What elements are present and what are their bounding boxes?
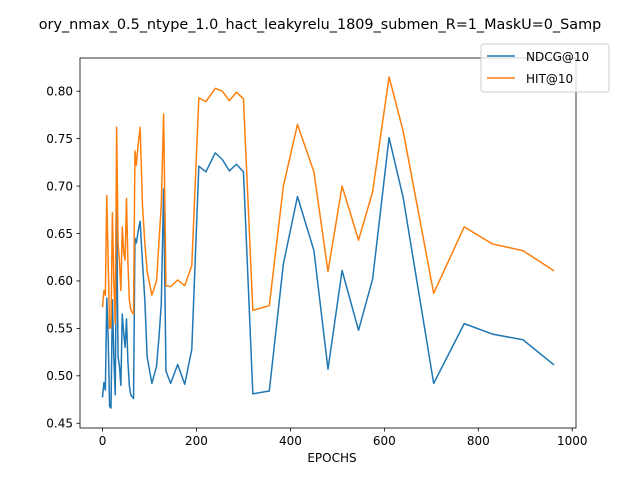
y-tick-label: 0.55 [46, 322, 73, 336]
y-tick-label: 0.50 [46, 369, 73, 383]
legend-label-ndcg: NDCG@10 [526, 50, 589, 64]
y-axis: 0.45 0.50 0.55 0.60 0.65 0.70 0.75 0.80 [46, 85, 80, 431]
series-line-hit [101, 76, 555, 330]
x-axis: 0 200 400 600 800 1000 [99, 428, 588, 448]
x-axis-label: EPOCHS [307, 451, 356, 465]
y-tick-label: 0.60 [46, 274, 73, 288]
x-tick-label: 0 [99, 434, 107, 448]
plot-area [79, 57, 577, 429]
plot-frame [79, 57, 577, 429]
x-tick-label: 800 [467, 434, 490, 448]
x-tick-label: 600 [373, 434, 396, 448]
y-tick-label: 0.75 [46, 132, 73, 146]
legend-label-hit: HIT@10 [526, 72, 573, 86]
series-layer [101, 76, 555, 409]
x-tick-label: 400 [279, 434, 302, 448]
y-tick-label: 0.80 [46, 85, 73, 99]
x-tick-label: 1000 [557, 434, 588, 448]
x-tick-label: 200 [185, 434, 208, 448]
legend: NDCG@10 HIT@10 [480, 43, 610, 93]
y-tick-label: 0.45 [46, 417, 73, 431]
y-tick-label: 0.70 [46, 179, 73, 193]
y-tick-label: 0.65 [46, 227, 73, 241]
chart-title: ory_nmax_0.5_ntype_1.0_hact_leakyrelu_18… [39, 17, 601, 33]
series-line-ndcg [101, 136, 555, 409]
